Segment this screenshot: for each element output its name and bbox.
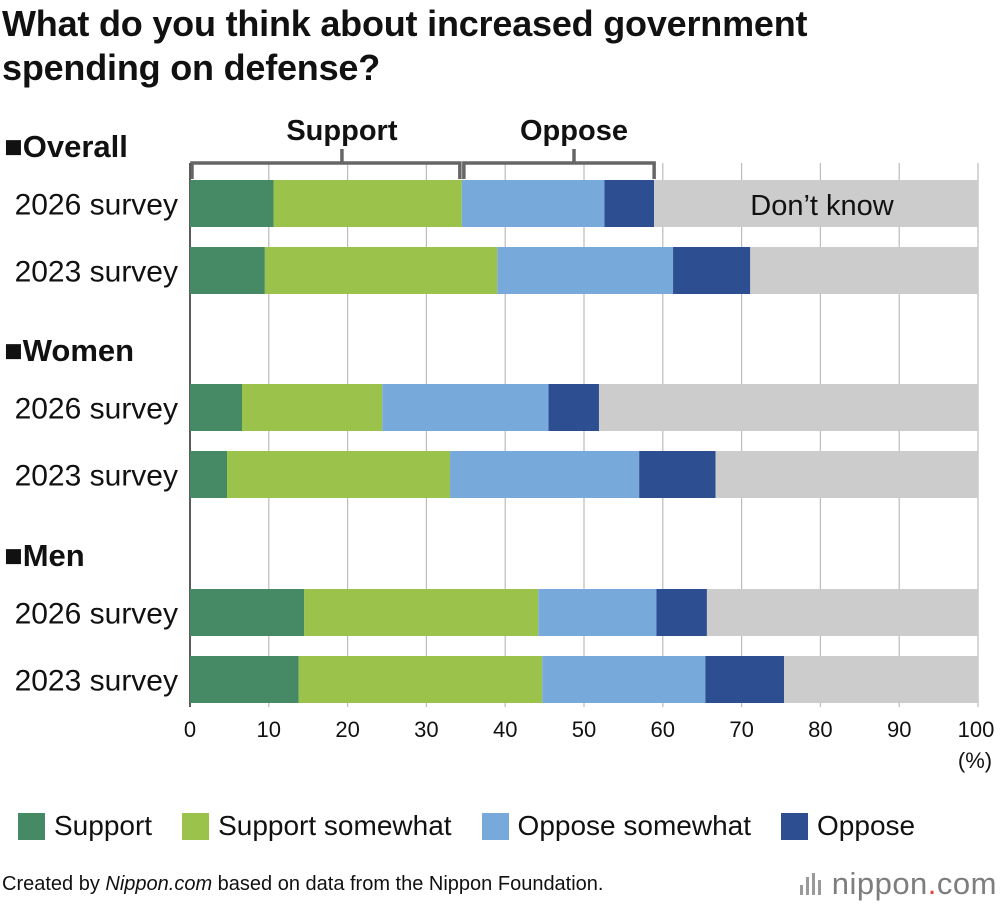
legend: Support Support somewhat Oppose somewhat… xyxy=(18,810,915,842)
source-credit-prefix: Created by xyxy=(2,873,106,895)
bar-overall-2023-survey-oppose xyxy=(673,247,751,294)
legend-label-oppose-somewhat: Oppose somewhat xyxy=(517,810,752,841)
bar-overall-2026-survey-support xyxy=(190,180,274,227)
bar-overall-2026-survey-oppose xyxy=(604,180,655,227)
legend-label-oppose: Oppose xyxy=(817,810,916,841)
group-heading-men: ■Men xyxy=(4,538,85,573)
bar-overall-2023-survey-don-t-know xyxy=(750,247,978,294)
bar-overall-2026-survey-don-t-know xyxy=(654,180,978,227)
x-tick-label-50: 50 xyxy=(572,717,596,742)
row-label-men-2026-survey: 2026 survey xyxy=(15,598,178,631)
x-tick-label-0: 0 xyxy=(184,717,196,742)
x-tick-label-70: 70 xyxy=(729,717,753,742)
x-tick-label-90: 90 xyxy=(887,717,911,742)
bracket-label-oppose: Oppose xyxy=(520,115,628,147)
x-tick-label-20: 20 xyxy=(335,717,359,742)
logo-bars-icon xyxy=(799,873,824,895)
bar-men-2023-survey-don-t-know xyxy=(784,656,978,703)
bar-women-2026-survey-support xyxy=(190,384,243,431)
bracket-label-support: Support xyxy=(286,115,397,147)
bar-women-2023-survey-don-t-know xyxy=(715,451,978,498)
bar-overall-2026-survey-oppose-somewhat xyxy=(461,180,605,227)
row-label-women-2026-survey: 2026 survey xyxy=(15,393,178,426)
legend-item-oppose: Oppose xyxy=(781,810,915,842)
logo-text-dot: . xyxy=(927,866,937,901)
logo-text-tld: com xyxy=(936,866,997,901)
bar-men-2023-survey-oppose xyxy=(705,656,785,703)
bar-men-2026-survey-support xyxy=(190,589,305,636)
x-tick-label-40: 40 xyxy=(493,717,517,742)
legend-item-support-somewhat: Support somewhat xyxy=(182,810,452,842)
bracket-support xyxy=(190,161,462,179)
source-credit-site: Nippon.com xyxy=(105,873,213,895)
legend-item-support: Support xyxy=(18,810,152,842)
legend-swatch-oppose-somewhat xyxy=(481,812,509,840)
row-label-overall-2026-survey: 2026 survey xyxy=(15,189,178,222)
group-heading-overall: ■Overall xyxy=(4,129,128,164)
legend-label-support-somewhat: Support somewhat xyxy=(218,810,452,841)
x-tick-label-100: 100 xyxy=(958,717,995,742)
row-label-overall-2023-survey: 2023 survey xyxy=(15,256,178,289)
bar-overall-2026-survey-support-somewhat xyxy=(273,180,462,227)
legend-label-support: Support xyxy=(54,810,153,841)
dont-know-label: Don’t know xyxy=(750,190,895,222)
x-axis-unit: (%) xyxy=(958,748,992,773)
bracket-oppose xyxy=(462,161,656,179)
bar-women-2023-survey-support xyxy=(190,451,228,498)
source-credit: Created by Nippon.com based on data from… xyxy=(2,873,604,896)
bar-overall-2023-survey-support-somewhat xyxy=(264,247,498,294)
row-label-men-2023-survey: 2023 survey xyxy=(15,665,178,698)
source-credit-suffix: based on data from the Nippon Foundation… xyxy=(212,873,604,895)
chart-title: What do you think about increased govern… xyxy=(2,2,992,90)
chart-title-line-1: What do you think about increased govern… xyxy=(2,3,808,44)
bar-men-2026-survey-support-somewhat xyxy=(304,589,539,636)
row-label-women-2023-survey: 2023 survey xyxy=(15,460,178,493)
bar-women-2026-survey-don-t-know xyxy=(598,384,978,431)
bar-men-2023-survey-oppose-somewhat xyxy=(542,656,706,703)
legend-swatch-support-somewhat xyxy=(182,812,210,840)
legend-swatch-oppose xyxy=(781,812,809,840)
legend-item-oppose-somewhat: Oppose somewhat xyxy=(481,810,752,842)
chart-title-line-2: spending on defense? xyxy=(2,47,381,88)
bar-men-2023-survey-support xyxy=(190,656,299,703)
bar-men-2023-survey-support-somewhat xyxy=(298,656,543,703)
bar-men-2026-survey-oppose-somewhat xyxy=(538,589,657,636)
bar-women-2023-survey-oppose-somewhat xyxy=(450,451,640,498)
bar-women-2023-survey-support-somewhat xyxy=(227,451,451,498)
bar-overall-2023-survey-oppose-somewhat xyxy=(497,247,674,294)
bar-men-2026-survey-don-t-know xyxy=(706,589,978,636)
nippon-com-logo: nippon. com xyxy=(799,866,997,902)
bar-women-2023-survey-oppose xyxy=(639,451,716,498)
bar-overall-2023-survey-support xyxy=(190,247,265,294)
x-tick-label-80: 80 xyxy=(808,717,832,742)
stacked-bar-chart: ■Overall 2026 survey 2023 survey ■Women 2026… xyxy=(4,115,995,773)
legend-swatch-support xyxy=(18,812,45,840)
bar-women-2026-survey-oppose xyxy=(548,384,599,431)
x-tick-label-10: 10 xyxy=(257,717,281,742)
bar-women-2026-survey-oppose-somewhat xyxy=(382,384,549,431)
x-tick-label-30: 30 xyxy=(414,717,438,742)
group-heading-women: ■Women xyxy=(4,333,134,368)
logo-text-main: nippon xyxy=(831,866,928,901)
bar-men-2026-survey-oppose xyxy=(656,589,707,636)
x-tick-label-60: 60 xyxy=(651,717,675,742)
bar-women-2026-survey-support-somewhat xyxy=(242,384,383,431)
